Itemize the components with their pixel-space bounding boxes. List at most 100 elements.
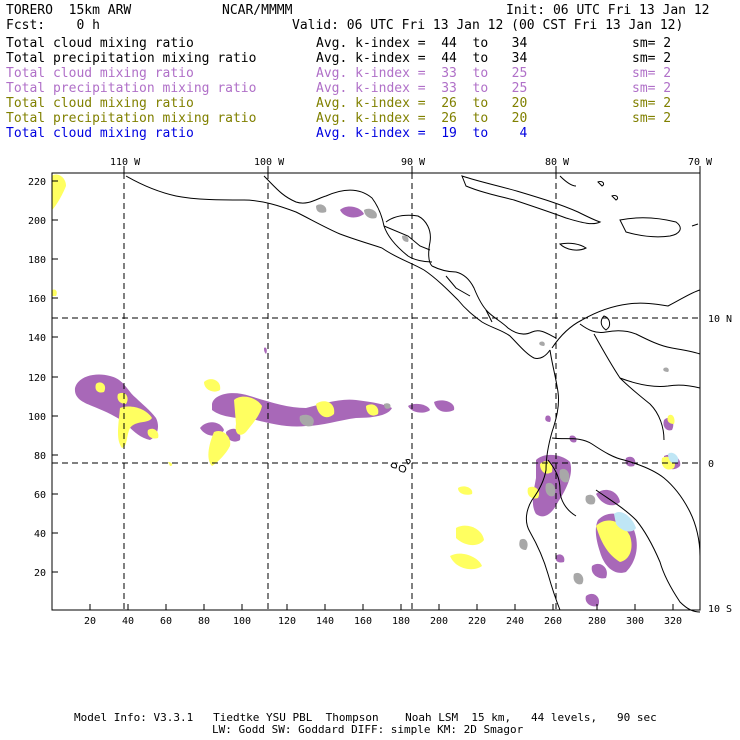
cloud-patch <box>614 511 636 532</box>
cloud-patch <box>527 486 540 499</box>
x-axis-ticks <box>89 604 674 610</box>
legend-index-5: Avg. k-index = 26 to 20 <box>316 111 528 126</box>
border-central-america <box>383 225 493 323</box>
cloud-patch <box>74 374 158 440</box>
model-info-line1: Model Info: V3.3.1 Tiedtke YSU PBL Thomp… <box>74 711 657 724</box>
coastlines <box>125 175 701 613</box>
x-tick-label: 160 <box>354 616 372 627</box>
cloud-patch <box>168 462 173 466</box>
y-tick-label: 180 <box>28 255 46 266</box>
cloud-patch <box>316 204 327 213</box>
y-axis-ticks <box>52 180 58 573</box>
cloud-patch <box>204 379 221 392</box>
org-label: NCAR/MMMM <box>222 3 293 18</box>
x-tick-label: 320 <box>664 616 682 627</box>
cloud-patch <box>434 400 455 412</box>
legend-sm-1: sm= 2 <box>632 51 672 66</box>
top-lon-ticks <box>123 166 701 173</box>
cloud-patch <box>559 468 570 483</box>
coastline-gulf <box>263 175 433 263</box>
border-colombia-venezuela <box>593 333 665 441</box>
x-tick-labels: 20 40 60 80 100 120 140 160 180 200 220 … <box>84 616 682 627</box>
coastline-cuba <box>461 175 602 225</box>
legend-sm-2: sm= 2 <box>632 66 672 81</box>
lat-label-10n: 10 N <box>708 314 732 325</box>
coastline-jamaica <box>558 242 587 251</box>
cloud-patch <box>316 401 335 418</box>
x-tick-label: 300 <box>626 616 644 627</box>
x-tick-label: 260 <box>544 616 562 627</box>
coastline-south-america-north <box>551 289 701 355</box>
legend-field-1: Total precipitation mixing ratio <box>6 51 257 66</box>
cloud-patch <box>52 289 57 296</box>
forecast-hour: Fcst: 0 h <box>6 18 100 33</box>
x-tick-label: 140 <box>316 616 334 627</box>
legend-field-5: Total precipitation mixing ratio <box>6 111 257 126</box>
cloud-patch <box>519 538 528 550</box>
model-info-line2: LW: Godd SW: Goddard DIFF: simple KM: 2D… <box>212 723 524 736</box>
coastline-hispaniola <box>619 217 681 238</box>
coastline-caribbean-side <box>431 265 557 339</box>
cloud-patch <box>264 347 267 354</box>
valid-time: Valid: 06 UTC Fri 13 Jan 12 (00 CST Fri … <box>292 18 684 33</box>
cloud-patch <box>585 494 596 505</box>
right-lat-labels: 10 N 0 10 S <box>708 314 732 615</box>
lon-label-70w: 70 W <box>688 157 713 168</box>
legend-index-6: Avg. k-index = 19 to 4 <box>316 126 528 141</box>
model-title: TORERO 15km ARW <box>6 3 132 18</box>
legend-field-2: Total cloud mixing ratio <box>6 66 194 81</box>
border-venezuela-brazil <box>619 377 701 389</box>
map-frame <box>51 172 701 611</box>
cloud-patch <box>456 525 484 546</box>
cloud-patch <box>147 428 159 439</box>
cloud-patch <box>402 235 409 242</box>
x-tick-label: 20 <box>84 616 96 627</box>
cloud-patch <box>663 367 669 372</box>
legend-field-0: Total cloud mixing ratio <box>6 36 194 51</box>
cloud-patch <box>52 174 66 210</box>
init-time: Init: 06 UTC Fri 13 Jan 12 <box>506 3 710 18</box>
cloud-patch <box>545 482 556 497</box>
lat-label-10s: 10 S <box>708 604 732 615</box>
cloud-patch <box>596 520 632 562</box>
y-tick-label: 80 <box>34 451 46 462</box>
legend-field-4: Total cloud mixing ratio <box>6 96 194 111</box>
x-tick-label: 80 <box>198 616 210 627</box>
lat-label-0: 0 <box>708 459 714 470</box>
legend-sm-0: sm= 2 <box>632 36 672 51</box>
y-tick-label: 120 <box>28 373 46 384</box>
cloud-patch <box>667 414 675 424</box>
cloud-patch <box>234 396 262 435</box>
x-tick-label: 60 <box>160 616 172 627</box>
x-tick-label: 100 <box>233 616 251 627</box>
x-tick-label: 120 <box>278 616 296 627</box>
cloud-patch <box>450 553 482 570</box>
cloud-patch <box>299 414 314 427</box>
border-colombia-ecuador-peru <box>551 437 701 557</box>
cloud-patch <box>384 403 391 409</box>
y-tick-labels: 220 200 180 160 140 120 100 80 60 40 20 <box>28 177 46 579</box>
legend-sm-4: sm= 2 <box>632 96 672 111</box>
coastline-bahamas <box>597 181 619 201</box>
coastline-puerto-rico <box>691 223 699 227</box>
cloud-patch <box>95 382 106 393</box>
y-tick-label: 140 <box>28 333 46 344</box>
y-tick-label: 40 <box>34 529 46 540</box>
coastline-galapagos <box>390 459 411 473</box>
lon-label-90w: 90 W <box>401 157 426 168</box>
cloud-patch <box>668 452 679 464</box>
x-tick-label: 180 <box>392 616 410 627</box>
coastline-florida <box>559 175 577 187</box>
y-tick-label: 60 <box>34 490 46 501</box>
x-tick-label: 280 <box>588 616 606 627</box>
cloud-patch <box>408 403 430 413</box>
top-lon-labels: 110 W 100 W 90 W 80 W 70 W <box>110 157 713 168</box>
cloud-patch <box>458 486 473 495</box>
coastline-south-america-west <box>525 349 561 611</box>
cloud-patch <box>366 404 379 416</box>
legend-index-4: Avg. k-index = 26 to 20 <box>316 96 528 111</box>
legend-index-2: Avg. k-index = 33 to 25 <box>316 66 528 81</box>
y-tick-label: 200 <box>28 216 46 227</box>
legend-index-3: Avg. k-index = 33 to 25 <box>316 81 528 96</box>
y-tick-label: 100 <box>28 412 46 423</box>
